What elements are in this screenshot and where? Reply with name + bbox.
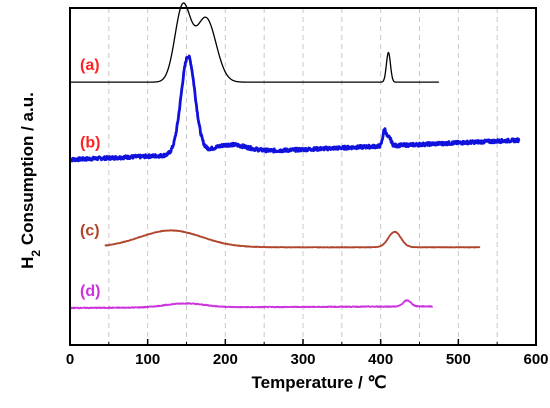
y-axis-label-rest: Consumption / a.u. [18, 92, 37, 250]
series-line-a [69, 2, 440, 83]
grid-lines [108, 8, 498, 345]
series-line-d [69, 299, 434, 310]
series-line-c [104, 229, 481, 249]
series-labels: (a) (b) (c) (d) [80, 57, 100, 300]
plot-frame [69, 7, 537, 346]
series-label-d: (d) [80, 283, 100, 300]
y-axis-label-main: H [18, 257, 37, 269]
x-tick-label: 100 [135, 351, 160, 368]
x-tick-label: 200 [213, 351, 238, 368]
y-axis-label-subscript: 2 [29, 250, 43, 257]
series-label-b: (b) [80, 135, 100, 152]
x-tick-label: 500 [446, 351, 471, 368]
series-label-a: (a) [80, 57, 100, 74]
x-axis-label: Temperature / ℃ [252, 373, 387, 392]
series-label-c: (c) [80, 222, 100, 239]
series-line-b [68, 54, 521, 163]
x-tick-label: 0 [66, 351, 74, 368]
x-tick-label: 400 [368, 351, 393, 368]
y-axis-label: H2 Consumption / a.u. [18, 92, 43, 269]
axis-ticks: 0 100 200 300 400 500 600 [66, 339, 549, 368]
x-tick-label: 300 [290, 351, 315, 368]
x-tick-label: 600 [523, 351, 548, 368]
series-lines [68, 2, 521, 310]
